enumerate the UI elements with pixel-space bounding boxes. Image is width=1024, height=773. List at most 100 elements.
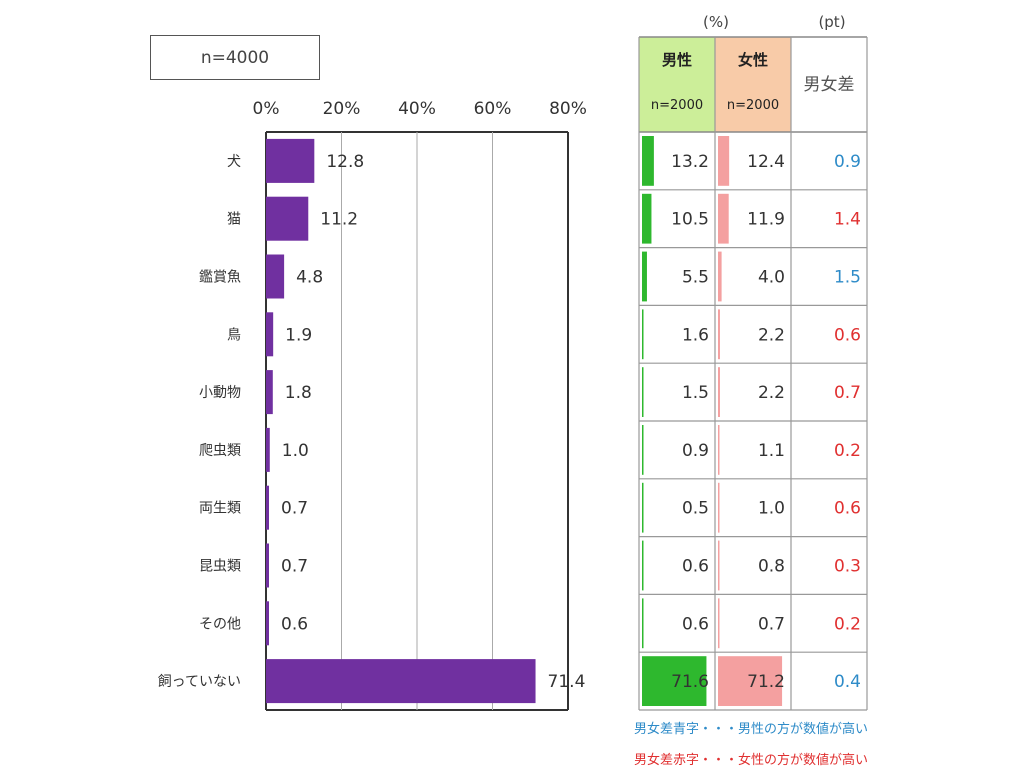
bar [266,485,269,530]
bar-value-label: 1.0 [282,441,309,461]
bar-value-label: 1.9 [285,325,312,345]
bar-value-label: 0.6 [281,614,308,634]
female-mini-bar [718,367,720,417]
male-mini-bar [642,540,644,591]
bar [266,370,273,415]
male-value: 5.5 [682,268,709,288]
grid-layer [265,131,569,711]
male-mini-bar [642,598,644,649]
male-value: 1.5 [682,383,709,403]
unit-points-label: (pt) [818,13,845,31]
male-mini-bar [642,425,644,475]
male-value: 71.6 [671,672,709,692]
female-value: 11.9 [747,210,785,230]
male-header-label: 男性 [662,51,692,69]
category-label: 鳥 [227,327,241,343]
female-header-label: 女性 [738,51,768,69]
category-label: 鑑賞魚 [199,269,241,286]
female-mini-bar [718,540,720,591]
x-tick-label: 40% [398,99,436,119]
category-label: 爬虫類 [199,443,241,459]
female-value: 1.1 [758,441,785,461]
female-value: 1.0 [758,499,785,519]
female-mini-bar [718,425,720,475]
female-value: 0.7 [758,614,785,634]
male-mini-bar [642,193,652,244]
male-value: 0.5 [682,499,709,519]
male-mini-bar [642,656,707,706]
bar [266,659,536,704]
bar-value-label: 1.8 [285,383,312,403]
female-value: 71.2 [747,672,785,692]
female-mini-bar [718,482,720,533]
category-label: 小動物 [199,385,241,401]
female-mini-bar [718,309,720,360]
diff-header-cell [791,37,867,132]
diff-value: 0.2 [834,441,861,461]
male-mini-bar [642,251,647,302]
bar [266,543,269,588]
category-label: その他 [199,616,241,632]
bar-value-label: 4.8 [296,268,323,288]
table-layer: 13.2 12.4 0.9 10.5 11.9 1.4 5.5 4.0 1.5 1.6 2.2 0.6… [638,36,868,711]
x-tick-label: 60% [474,99,512,119]
x-tick-label: 20% [323,99,361,119]
x-tick-label: 80% [549,99,587,119]
male-mini-bar [642,309,644,360]
diff-value: 0.4 [834,672,861,692]
category-label: 昆虫類 [199,559,241,575]
male-mini-bar [642,367,644,417]
diff-value: 0.7 [834,383,861,403]
bar-layer [266,138,536,704]
bar [266,601,269,646]
diff-value: 1.5 [834,268,861,288]
x-tick-label: 0% [253,99,280,119]
bar [266,196,309,241]
male-mini-bar [642,482,644,533]
male-value: 0.6 [682,557,709,577]
female-mini-bar [718,598,720,649]
female-n-label: n=2000 [727,98,779,113]
male-value: 10.5 [671,210,709,230]
diff-value: 0.9 [834,152,861,172]
bar-value-label: 0.7 [281,557,308,577]
female-value: 2.2 [758,325,785,345]
bar [266,254,285,299]
bar [266,138,315,183]
bar-value-label: 71.4 [548,672,586,692]
female-value: 4.0 [758,268,785,288]
female-value: 12.4 [747,152,785,172]
diff-value: 0.6 [834,325,861,345]
diff-value: 0.2 [834,614,861,634]
male-value: 1.6 [682,325,709,345]
category-label: 飼っていない [158,674,241,690]
bar-value-label: 12.8 [326,152,364,172]
female-mini-bar [718,251,722,302]
legend-note-red: 男女差赤字・・・女性の方が数値が高い [634,752,868,768]
bar [266,427,270,472]
female-value: 0.8 [758,557,785,577]
category-label: 犬 [227,154,241,170]
male-value: 0.9 [682,441,709,461]
male-value: 13.2 [671,152,709,172]
female-header-cell [715,37,791,132]
bar-value-label: 0.7 [281,499,308,519]
label-layer: 0% 20% 40% 60% 80% 犬 12.8 猫 11.2 鑑賞魚 4.8 鳥 1.9 小動物 1.8… [158,99,587,692]
female-mini-bar [718,193,729,244]
female-value: 2.2 [758,383,785,403]
bar-value-label: 11.2 [320,210,358,230]
unit-percent-label: (%) [703,13,729,31]
diff-value: 0.3 [834,557,861,577]
male-mini-bar [642,136,654,186]
sample-size-box: n=4000 [150,35,320,80]
male-value: 0.6 [682,614,709,634]
bar [266,312,274,357]
category-label: 猫 [227,212,241,228]
female-mini-bar [718,656,783,706]
female-mini-bar [718,136,730,186]
male-n-label: n=2000 [651,98,703,113]
diff-value: 0.6 [834,499,861,519]
diff-value: 1.4 [834,210,861,230]
